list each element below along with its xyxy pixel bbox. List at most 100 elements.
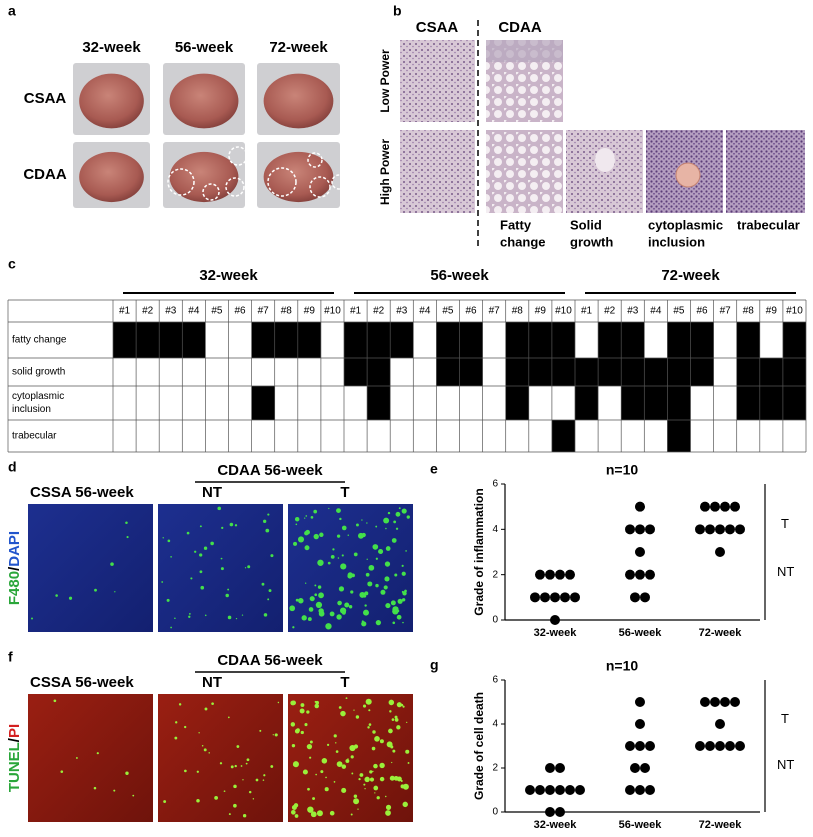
- signal: [349, 744, 356, 752]
- signal: [242, 814, 247, 818]
- signal: [292, 761, 299, 768]
- dot: [545, 763, 555, 773]
- signal: [314, 703, 319, 709]
- signal: [227, 716, 230, 719]
- sample-label: #10: [786, 306, 803, 317]
- signal: [355, 715, 360, 719]
- signal: [261, 582, 265, 586]
- signal: [375, 583, 379, 588]
- dot: [625, 741, 635, 751]
- signal: [328, 507, 330, 510]
- signal: [333, 734, 337, 738]
- signal: [397, 609, 400, 613]
- signal: [53, 699, 57, 703]
- cell: [344, 358, 368, 386]
- dot: [715, 524, 725, 535]
- signal: [359, 591, 366, 598]
- dot: [645, 569, 655, 580]
- dot: [635, 547, 645, 557]
- caption: Solid: [570, 217, 602, 232]
- sample-label: #9: [535, 306, 547, 317]
- cell: [713, 322, 737, 358]
- signal: [368, 709, 371, 712]
- signal: [357, 808, 359, 810]
- signal: [125, 521, 128, 525]
- sample-label: #8: [743, 306, 755, 317]
- cell: [344, 322, 368, 358]
- signal: [372, 544, 379, 550]
- cell: [228, 358, 252, 386]
- signal: [132, 794, 135, 797]
- cell: [297, 322, 321, 358]
- tumor-outline: [228, 146, 248, 166]
- micrograph: [726, 130, 805, 213]
- cell: [644, 358, 668, 386]
- signal: [220, 557, 223, 560]
- signal: [299, 708, 305, 714]
- signal: [113, 789, 116, 792]
- cell: [436, 386, 460, 420]
- signal: [310, 811, 317, 818]
- signal: [385, 546, 391, 551]
- row-header: High Power: [378, 139, 392, 205]
- signal: [272, 734, 274, 736]
- annotation: T: [781, 516, 789, 531]
- signal: [402, 801, 408, 808]
- cell: [274, 358, 298, 386]
- signal: [304, 531, 309, 536]
- signal: [295, 523, 298, 526]
- signal: [294, 814, 299, 818]
- sample-label: #8: [281, 306, 293, 317]
- subgroup-header: NT: [202, 484, 222, 501]
- signal: [220, 567, 224, 571]
- subgroup-header: T: [340, 674, 349, 691]
- signal: [350, 755, 354, 759]
- signal: [341, 610, 346, 615]
- dot: [735, 524, 745, 535]
- cell: [759, 322, 783, 358]
- signal: [183, 725, 187, 729]
- dot: [725, 524, 735, 535]
- signal: [383, 585, 388, 590]
- y-axis-label: Grade of inflammation: [472, 488, 486, 615]
- tumor-outline: [225, 177, 245, 197]
- sample-label: #2: [373, 306, 385, 317]
- signal: [268, 589, 272, 593]
- signal: [364, 776, 370, 783]
- dot: [730, 697, 740, 707]
- signal: [300, 709, 303, 711]
- dot: [635, 501, 645, 512]
- signal: [302, 769, 308, 775]
- cell: [320, 322, 344, 358]
- column-header: 32-week: [82, 39, 141, 56]
- signal: [337, 600, 342, 606]
- signal: [304, 517, 306, 519]
- cell: [251, 322, 275, 358]
- signal: [325, 623, 332, 630]
- liver: [169, 151, 239, 203]
- signal: [263, 519, 267, 523]
- fluorescence-image: [28, 694, 153, 822]
- cell: [736, 420, 760, 452]
- signal: [401, 564, 404, 567]
- dot: [700, 697, 710, 707]
- dot: [625, 524, 635, 535]
- signal: [175, 721, 178, 724]
- row-label: inclusion: [12, 404, 51, 415]
- cell: [621, 322, 645, 358]
- signal: [270, 765, 274, 768]
- signal: [188, 615, 191, 618]
- signal: [96, 752, 99, 755]
- signal: [190, 577, 193, 580]
- cell: [251, 386, 275, 420]
- signal: [255, 778, 259, 782]
- panel-label: f: [8, 649, 13, 665]
- cell: [113, 386, 137, 420]
- cell: [436, 322, 460, 358]
- signal: [312, 797, 316, 801]
- signal: [374, 792, 376, 794]
- signal: [309, 756, 312, 759]
- micrograph: [400, 40, 475, 122]
- dot: [630, 763, 640, 773]
- signal: [290, 722, 296, 727]
